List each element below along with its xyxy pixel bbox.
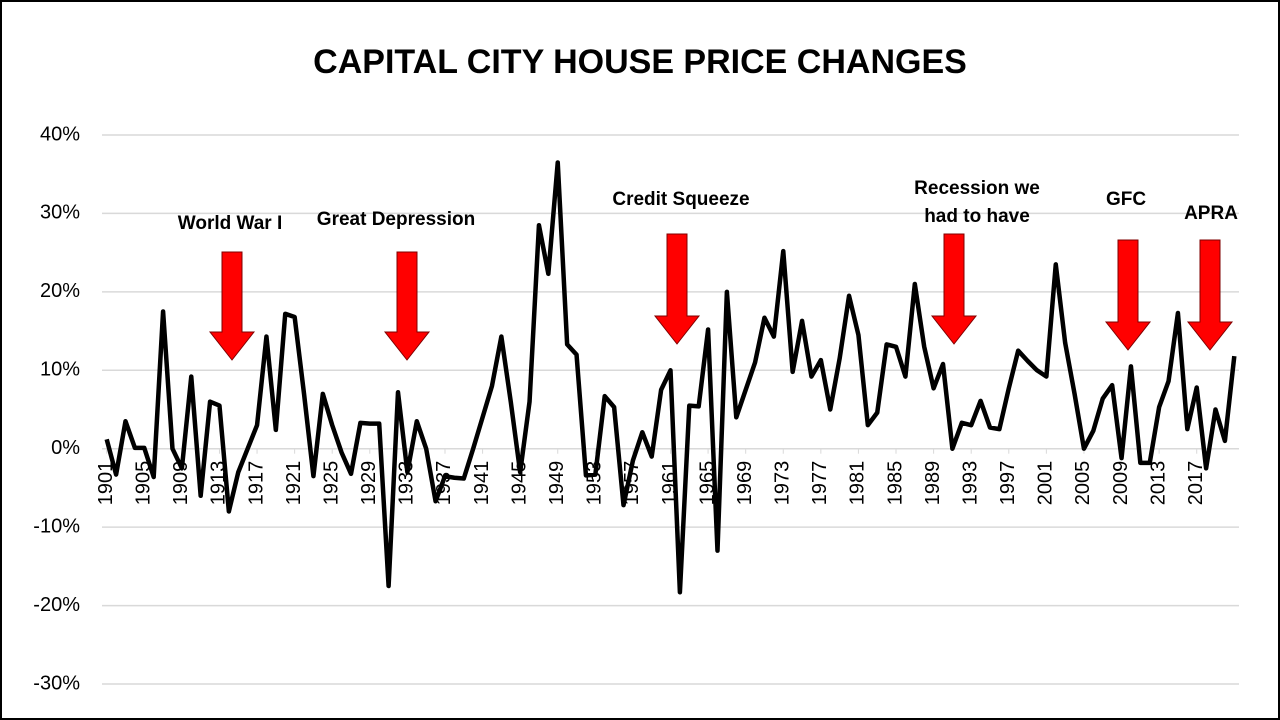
x-tick-label: 1905: [133, 461, 155, 506]
x-tick-label: 1929: [358, 461, 380, 506]
arrow: [930, 233, 978, 345]
x-tick-label: 1921: [283, 461, 305, 506]
y-tick-label: 30%: [40, 202, 80, 224]
x-tick-label: 1933: [396, 461, 418, 506]
chart-title: CAPITAL CITY HOUSE PRICE CHANGES: [313, 43, 967, 81]
annotation: APRA: [1184, 203, 1238, 224]
arrow: [1186, 239, 1234, 351]
x-tick-label: 1973: [772, 461, 794, 506]
x-tick-label: 1953: [584, 461, 606, 506]
x-tick-label: 1949: [546, 461, 568, 506]
x-tick-label: 1917: [245, 461, 267, 506]
x-tick-label: 1985: [884, 461, 906, 506]
arrow: [653, 233, 701, 345]
y-tick-label: 0%: [51, 437, 80, 459]
x-tick-label: 1941: [471, 461, 493, 506]
data-line: [104, 160, 1237, 595]
x-tick-label: 2013: [1147, 461, 1169, 506]
annotation: World War I: [177, 213, 283, 234]
arrow: [208, 251, 256, 361]
y-tick-label: -20%: [33, 594, 80, 616]
annotation: Credit Squeeze: [612, 189, 750, 210]
x-tick-label: 1925: [321, 461, 343, 506]
x-tick-label: 2009: [1110, 461, 1132, 506]
y-tick-label: 40%: [40, 123, 80, 145]
annotation: Recession we had to have: [914, 178, 1040, 227]
x-tick-label: 1901: [95, 461, 117, 506]
annotation: Great Depression: [316, 209, 476, 230]
x-tick-label: 1969: [734, 461, 756, 506]
arrow: [1104, 239, 1152, 351]
x-tick-label: 1989: [922, 461, 944, 506]
x-tick-label: 2017: [1185, 461, 1207, 506]
y-tick-label: -10%: [33, 515, 80, 537]
x-tick-label: 1977: [809, 461, 831, 506]
x-tick-label: 1981: [847, 461, 869, 506]
x-tick-label: 1993: [959, 461, 981, 506]
arrow: [383, 251, 431, 361]
y-tick-label: 10%: [40, 359, 80, 381]
y-tick-label: 20%: [40, 280, 80, 302]
x-tick-label: 1997: [997, 461, 1019, 506]
y-tick-label: -30%: [33, 672, 80, 694]
x-tick-label: 2005: [1072, 461, 1094, 506]
x-tick-label: 1945: [508, 461, 530, 506]
x-tick-label: 2001: [1035, 461, 1057, 506]
annotation: GFC: [1105, 189, 1147, 210]
x-tick-label: 1909: [170, 461, 192, 506]
